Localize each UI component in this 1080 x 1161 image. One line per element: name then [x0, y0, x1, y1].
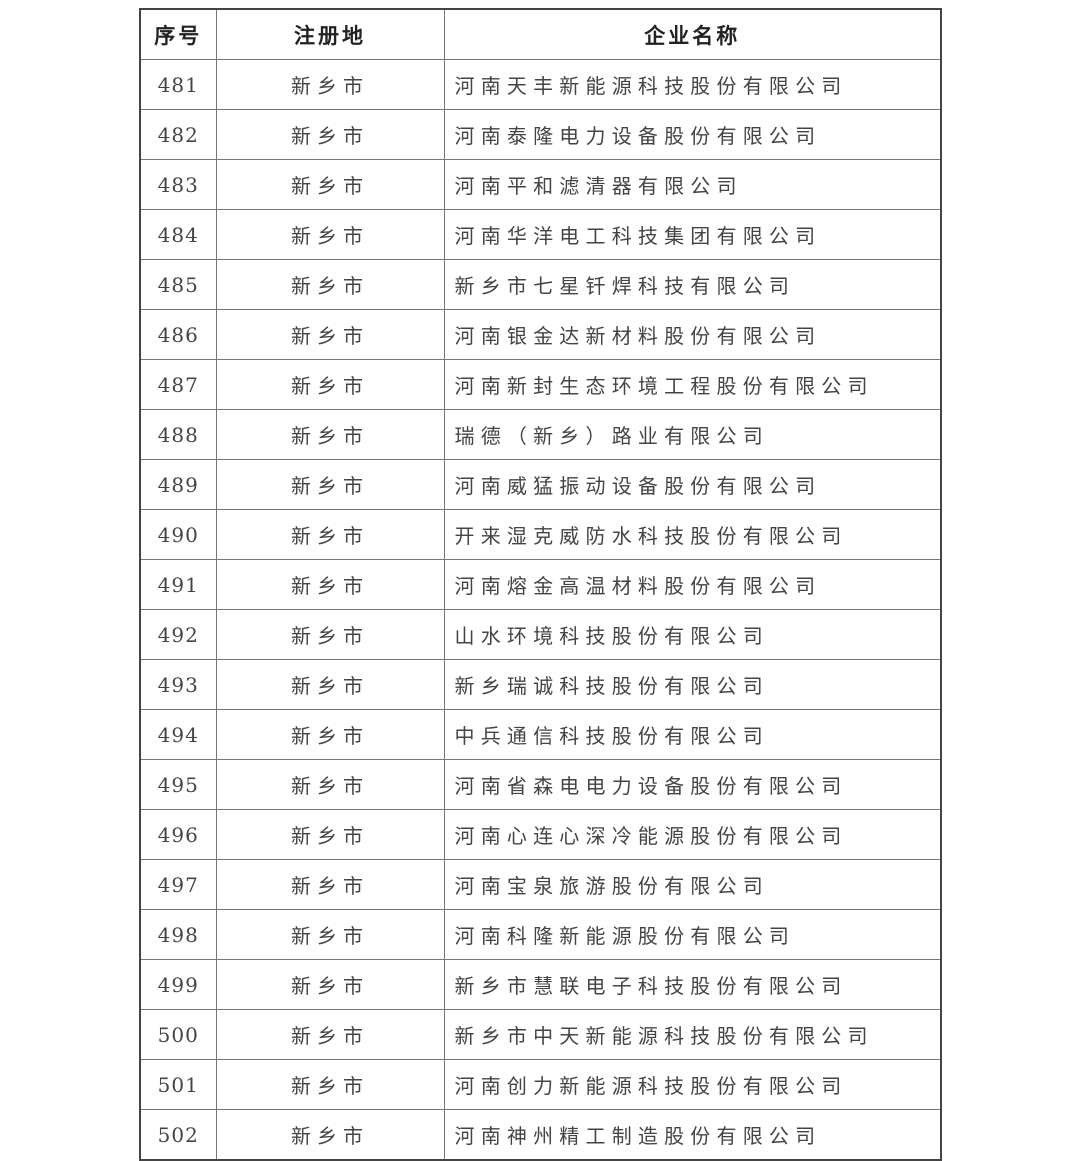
serial-cell: 496 [139, 809, 217, 860]
serial-cell: 495 [139, 759, 217, 810]
serial-cell: 501 [139, 1059, 217, 1110]
place-cell: 新乡市 [215, 459, 445, 510]
place-cell: 新乡市 [215, 509, 445, 560]
serial-cell: 494 [139, 709, 217, 760]
place-cell: 新乡市 [215, 109, 445, 160]
table-row: 500 新乡市 新乡市中天新能源科技股份有限公司 [139, 1009, 942, 1060]
company-cell: 河南宝泉旅游股份有限公司 [443, 859, 942, 910]
serial-cell: 483 [139, 159, 217, 210]
company-cell: 中兵通信科技股份有限公司 [443, 709, 942, 760]
table-row: 496 新乡市 河南心连心深冷能源股份有限公司 [139, 809, 942, 860]
serial-cell: 486 [139, 309, 217, 360]
table-row: 498 新乡市 河南科隆新能源股份有限公司 [139, 909, 942, 960]
serial-cell: 492 [139, 609, 217, 660]
serial-cell: 499 [139, 959, 217, 1010]
company-cell: 瑞德（新乡）路业有限公司 [443, 409, 942, 460]
company-cell: 河南威猛振动设备股份有限公司 [443, 459, 942, 510]
company-cell: 河南泰隆电力设备股份有限公司 [443, 109, 942, 160]
header-serial: 序号 [139, 8, 217, 60]
place-cell: 新乡市 [215, 959, 445, 1010]
serial-cell: 493 [139, 659, 217, 710]
table-row: 502 新乡市 河南神州精工制造股份有限公司 [139, 1109, 942, 1161]
place-cell: 新乡市 [215, 259, 445, 310]
table-row: 483 新乡市 河南平和滤清器有限公司 [139, 159, 942, 210]
table-row: 484 新乡市 河南华洋电工科技集团有限公司 [139, 209, 942, 260]
table-row: 497 新乡市 河南宝泉旅游股份有限公司 [139, 859, 942, 910]
place-cell: 新乡市 [215, 809, 445, 860]
header-row: 序号 注册地 企业名称 [139, 8, 942, 60]
company-cell: 开来湿克威防水科技股份有限公司 [443, 509, 942, 560]
place-cell: 新乡市 [215, 309, 445, 360]
table-row: 494 新乡市 中兵通信科技股份有限公司 [139, 709, 942, 760]
place-cell: 新乡市 [215, 1009, 445, 1060]
company-cell: 新乡市七星钎焊科技有限公司 [443, 259, 942, 310]
place-cell: 新乡市 [215, 909, 445, 960]
company-cell: 河南心连心深冷能源股份有限公司 [443, 809, 942, 860]
place-cell: 新乡市 [215, 159, 445, 210]
serial-cell: 485 [139, 259, 217, 310]
place-cell: 新乡市 [215, 359, 445, 410]
place-cell: 新乡市 [215, 59, 445, 110]
serial-cell: 484 [139, 209, 217, 260]
table-row: 481 新乡市 河南天丰新能源科技股份有限公司 [139, 59, 942, 110]
company-cell: 新乡瑞诚科技股份有限公司 [443, 659, 942, 710]
company-cell: 河南天丰新能源科技股份有限公司 [443, 59, 942, 110]
place-cell: 新乡市 [215, 659, 445, 710]
place-cell: 新乡市 [215, 609, 445, 660]
table-row: 491 新乡市 河南熔金高温材料股份有限公司 [139, 559, 942, 610]
table-row: 499 新乡市 新乡市慧联电子科技股份有限公司 [139, 959, 942, 1010]
table-row: 488 新乡市 瑞德（新乡）路业有限公司 [139, 409, 942, 460]
company-cell: 河南熔金高温材料股份有限公司 [443, 559, 942, 610]
serial-cell: 502 [139, 1109, 217, 1161]
company-cell: 河南银金达新材料股份有限公司 [443, 309, 942, 360]
place-cell: 新乡市 [215, 1059, 445, 1110]
table-row: 489 新乡市 河南威猛振动设备股份有限公司 [139, 459, 942, 510]
table-row: 486 新乡市 河南银金达新材料股份有限公司 [139, 309, 942, 360]
table-row: 492 新乡市 山水环境科技股份有限公司 [139, 609, 942, 660]
place-cell: 新乡市 [215, 759, 445, 810]
place-cell: 新乡市 [215, 559, 445, 610]
serial-cell: 500 [139, 1009, 217, 1060]
place-cell: 新乡市 [215, 709, 445, 760]
serial-cell: 482 [139, 109, 217, 160]
header-company: 企业名称 [443, 8, 942, 60]
place-cell: 新乡市 [215, 1109, 445, 1161]
company-cell: 河南省森电电力设备股份有限公司 [443, 759, 942, 810]
serial-cell: 497 [139, 859, 217, 910]
company-cell: 河南神州精工制造股份有限公司 [443, 1109, 942, 1161]
table-row: 490 新乡市 开来湿克威防水科技股份有限公司 [139, 509, 942, 560]
place-cell: 新乡市 [215, 409, 445, 460]
serial-cell: 489 [139, 459, 217, 510]
serial-cell: 481 [139, 59, 217, 110]
serial-cell: 487 [139, 359, 217, 410]
table-row: 493 新乡市 新乡瑞诚科技股份有限公司 [139, 659, 942, 710]
company-cell: 河南新封生态环境工程股份有限公司 [443, 359, 942, 410]
company-cell: 新乡市慧联电子科技股份有限公司 [443, 959, 942, 1010]
table-row: 482 新乡市 河南泰隆电力设备股份有限公司 [139, 109, 942, 160]
company-cell: 河南创力新能源科技股份有限公司 [443, 1059, 942, 1110]
serial-cell: 490 [139, 509, 217, 560]
serial-cell: 498 [139, 909, 217, 960]
table-row: 487 新乡市 河南新封生态环境工程股份有限公司 [139, 359, 942, 410]
company-cell: 山水环境科技股份有限公司 [443, 609, 942, 660]
company-table: 序号 注册地 企业名称 481 新乡市 河南天丰新能源科技股份有限公司 482 新乡市河… [139, 8, 942, 1161]
table-row: 495 新乡市 河南省森电电力设备股份有限公司 [139, 759, 942, 810]
company-cell: 河南科隆新能源股份有限公司 [443, 909, 942, 960]
company-cell: 河南平和滤清器有限公司 [443, 159, 942, 210]
serial-cell: 491 [139, 559, 217, 610]
company-cell: 河南华洋电工科技集团有限公司 [443, 209, 942, 260]
table-row: 485 新乡市 新乡市七星钎焊科技有限公司 [139, 259, 942, 310]
place-cell: 新乡市 [215, 209, 445, 260]
serial-cell: 488 [139, 409, 217, 460]
place-cell: 新乡市 [215, 859, 445, 910]
table-row: 501 新乡市 河南创力新能源科技股份有限公司 [139, 1059, 942, 1110]
company-cell: 新乡市中天新能源科技股份有限公司 [443, 1009, 942, 1060]
header-place: 注册地 [215, 8, 445, 60]
